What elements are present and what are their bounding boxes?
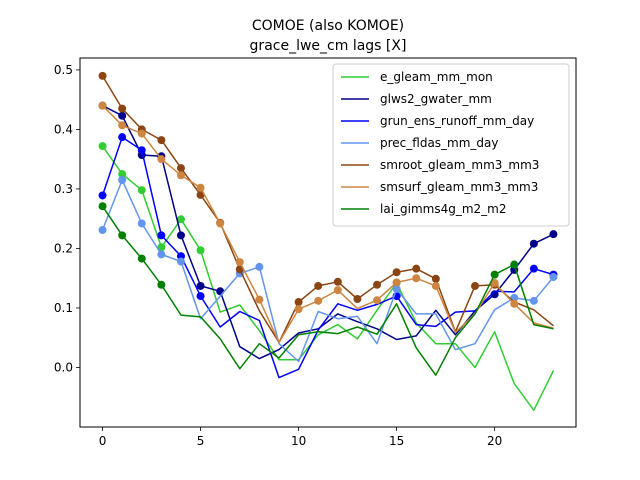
data-point-prec-fldas-mm-day bbox=[392, 284, 401, 293]
data-point-smroot-gleam-mm3-mm3 bbox=[353, 295, 362, 304]
data-point-grun-ens-runoff-mm-day bbox=[118, 133, 127, 142]
x-tick-label: 10 bbox=[291, 434, 306, 448]
data-point-smroot-gleam-mm3-mm3 bbox=[392, 268, 401, 277]
data-point-e-gleam-mm-mon bbox=[118, 170, 127, 179]
data-point-e-gleam-mm-mon bbox=[176, 215, 185, 224]
data-point-glws2-gwater-mm bbox=[176, 231, 185, 240]
data-point-smroot-gleam-mm3-mm3 bbox=[431, 274, 440, 283]
data-point-smroot-gleam-mm3-mm3 bbox=[196, 190, 205, 199]
data-point-smsurf-gleam-mm3-mm3 bbox=[510, 299, 519, 308]
y-tick-label: 0.0 bbox=[54, 360, 73, 374]
data-point-prec-fldas-mm-day bbox=[98, 226, 107, 235]
data-point-prec-fldas-mm-day bbox=[255, 262, 264, 271]
data-point-smroot-gleam-mm3-mm3 bbox=[412, 264, 421, 273]
data-point-grun-ens-runoff-mm-day bbox=[529, 264, 538, 273]
y-tick-label: 0.2 bbox=[54, 241, 73, 255]
data-point-smroot-gleam-mm3-mm3 bbox=[314, 281, 323, 290]
data-point-smsurf-gleam-mm3-mm3 bbox=[98, 101, 107, 110]
data-point-e-gleam-mm-mon bbox=[157, 243, 166, 252]
series-layer bbox=[98, 71, 558, 412]
legend-label: lai_gimms4g_m2_m2 bbox=[380, 202, 507, 216]
legend-box bbox=[332, 63, 570, 227]
data-point-glws2-gwater-mm bbox=[529, 239, 538, 248]
data-point-smsurf-gleam-mm3-mm3 bbox=[333, 286, 342, 295]
data-point-prec-fldas-mm-day bbox=[529, 296, 538, 305]
data-point-smsurf-gleam-mm3-mm3 bbox=[255, 295, 264, 304]
data-point-smsurf-gleam-mm3-mm3 bbox=[157, 155, 166, 164]
data-point-glws2-gwater-mm bbox=[196, 281, 205, 290]
data-point-smroot-gleam-mm3-mm3 bbox=[471, 281, 480, 290]
data-point-lai-gimms4g-m2-m2 bbox=[98, 202, 107, 211]
data-point-smsurf-gleam-mm3-mm3 bbox=[235, 258, 244, 267]
axes-layer: 0 5 10 15 20 0.0 0.1 0.2 0.3 0.4 0.5 bbox=[54, 63, 502, 448]
y-tick-label: 0.5 bbox=[54, 63, 73, 77]
data-point-e-gleam-mm-mon bbox=[98, 142, 107, 151]
x-tick-label: 15 bbox=[389, 434, 404, 448]
legend-label: grun_ens_runoff_mm_day bbox=[380, 114, 534, 128]
data-point-smroot-gleam-mm3-mm3 bbox=[294, 298, 303, 307]
data-point-smsurf-gleam-mm3-mm3 bbox=[176, 171, 185, 180]
legend-label: prec_fldas_mm_day bbox=[380, 136, 499, 150]
data-point-prec-fldas-mm-day bbox=[118, 176, 127, 185]
data-point-lai-gimms4g-m2-m2 bbox=[490, 270, 499, 279]
data-point-smsurf-gleam-mm3-mm3 bbox=[196, 183, 205, 192]
data-point-e-gleam-mm-mon bbox=[196, 246, 205, 255]
legend-label: e_gleam_mm_mon bbox=[380, 70, 493, 84]
x-tick-label: 20 bbox=[487, 434, 502, 448]
y-tick-label: 0.1 bbox=[54, 301, 73, 315]
data-point-e-gleam-mm-mon bbox=[137, 186, 146, 195]
data-point-grun-ens-runoff-mm-day bbox=[196, 292, 205, 301]
data-point-lai-gimms4g-m2-m2 bbox=[137, 254, 146, 263]
data-point-lai-gimms4g-m2-m2 bbox=[118, 231, 127, 240]
data-point-prec-fldas-mm-day bbox=[137, 219, 146, 228]
data-point-smroot-gleam-mm3-mm3 bbox=[118, 104, 127, 113]
series-line-lai-gimms4g-m2-m2 bbox=[101, 205, 554, 376]
data-point-smsurf-gleam-mm3-mm3 bbox=[137, 129, 146, 138]
legend-label: glws2_gwater_mm bbox=[380, 92, 492, 106]
data-point-lai-gimms4g-m2-m2 bbox=[157, 280, 166, 289]
data-point-lai-gimms4g-m2-m2 bbox=[510, 260, 519, 269]
data-point-smroot-gleam-mm3-mm3 bbox=[373, 280, 382, 289]
data-point-prec-fldas-mm-day bbox=[157, 250, 166, 259]
legend-label: smroot_gleam_mm3_mm3 bbox=[380, 158, 539, 172]
legend: e_gleam_mm_mon glws2_gwater_mm grun_ens_ru… bbox=[332, 63, 570, 227]
data-point-smroot-gleam-mm3-mm3 bbox=[157, 136, 166, 145]
data-point-smroot-gleam-mm3-mm3 bbox=[333, 277, 342, 286]
data-point-glws2-gwater-mm bbox=[216, 287, 225, 296]
data-point-smsurf-gleam-mm3-mm3 bbox=[431, 281, 440, 290]
chart-subtitle: grace_lwe_cm lags [X] bbox=[250, 38, 407, 54]
data-point-smsurf-gleam-mm3-mm3 bbox=[392, 278, 401, 287]
data-point-grun-ens-runoff-mm-day bbox=[157, 231, 166, 240]
data-point-grun-ens-runoff-mm-day bbox=[98, 191, 107, 200]
chart-title: COMOE (also KOMOE) bbox=[252, 18, 404, 34]
y-tick-label: 0.3 bbox=[54, 182, 73, 196]
data-point-smroot-gleam-mm3-mm3 bbox=[176, 164, 185, 173]
data-point-smsurf-gleam-mm3-mm3 bbox=[412, 274, 421, 283]
legend-label: smsurf_gleam_mm3_mm3 bbox=[380, 180, 538, 194]
x-tick-label: 5 bbox=[197, 434, 205, 448]
data-point-grun-ens-runoff-mm-day bbox=[137, 146, 146, 155]
data-point-prec-fldas-mm-day bbox=[549, 273, 558, 282]
x-tick-label: 0 bbox=[99, 434, 107, 448]
series-lai-gimms4g-m2-m2 bbox=[98, 202, 554, 376]
data-point-glws2-gwater-mm bbox=[549, 230, 558, 239]
y-tick-label: 0.4 bbox=[54, 122, 73, 136]
series-smroot-gleam-mm3-mm3 bbox=[98, 71, 554, 344]
data-point-smsurf-gleam-mm3-mm3 bbox=[294, 305, 303, 314]
data-point-smsurf-gleam-mm3-mm3 bbox=[216, 219, 225, 228]
plot-frame bbox=[79, 57, 577, 428]
data-point-smroot-gleam-mm3-mm3 bbox=[98, 71, 107, 80]
data-point-smsurf-gleam-mm3-mm3 bbox=[373, 296, 382, 305]
data-point-smsurf-gleam-mm3-mm3 bbox=[490, 278, 499, 287]
data-point-smsurf-gleam-mm3-mm3 bbox=[118, 121, 127, 130]
data-point-glws2-gwater-mm bbox=[118, 111, 127, 120]
series-prec-fldas-mm-day bbox=[98, 176, 558, 363]
data-point-smsurf-gleam-mm3-mm3 bbox=[314, 296, 323, 305]
data-point-prec-fldas-mm-day bbox=[176, 257, 185, 266]
